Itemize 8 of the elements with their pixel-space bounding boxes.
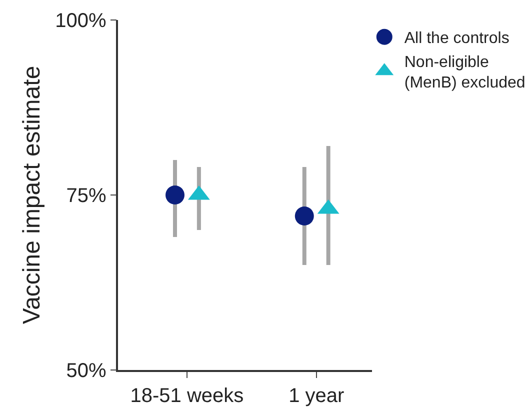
y-tick-label: 50%: [66, 360, 106, 382]
legend-label: All the controls: [404, 30, 510, 48]
y-axis-title: Vaccine impact estimate: [18, 66, 46, 324]
legend-label: Non-eligible (MenB) excluded: [404, 54, 526, 92]
y-tick-label: 100%: [55, 10, 106, 32]
y-tick-label: 75%: [66, 185, 106, 207]
x-tick-label: 18-51 weeks: [130, 384, 244, 407]
x-tick-label: 1 year: [288, 384, 344, 407]
